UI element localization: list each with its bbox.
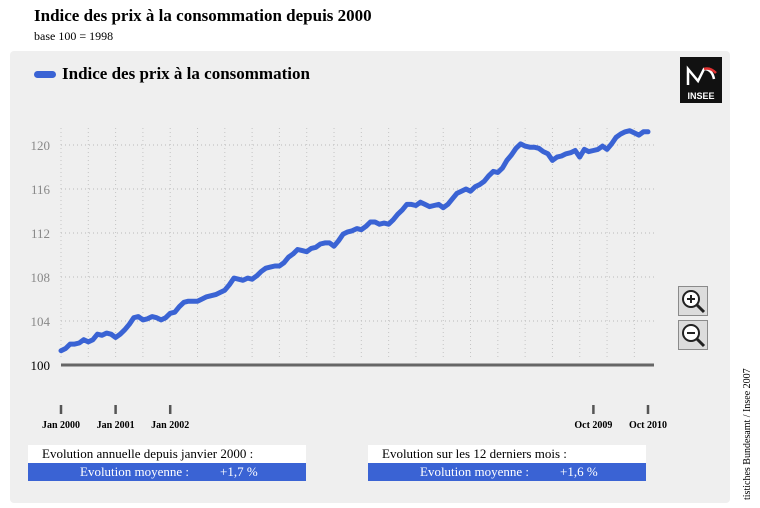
legend-swatch bbox=[34, 70, 56, 78]
zoom-in-icon bbox=[682, 290, 706, 314]
recent-evolution-value: +1,6 % bbox=[560, 464, 598, 479]
recent-evolution-bar: Evolution moyenne : +1,6 % bbox=[368, 463, 646, 481]
grid bbox=[60, 128, 654, 358]
legend[interactable]: Indice des prix à la consommation bbox=[34, 64, 310, 84]
x-tick-label: Oct 2010 bbox=[629, 420, 667, 431]
page-title: Indice des prix à la consommation depuis… bbox=[34, 6, 372, 25]
annual-evolution-box: Evolution annuelle depuis janvier 2000 :… bbox=[28, 445, 306, 481]
annual-evolution-bar: Evolution moyenne : +1,7 % bbox=[28, 463, 306, 481]
zoom-in-button[interactable] bbox=[678, 286, 708, 316]
recent-evolution-key: Evolution moyenne : bbox=[420, 464, 530, 479]
x-tick-label: Jan 2001 bbox=[97, 420, 135, 431]
x-tick-label: Oct 2009 bbox=[574, 420, 612, 431]
insee-logo[interactable]: INSEE bbox=[680, 57, 722, 103]
x-tick-label: Jan 2002 bbox=[151, 420, 189, 431]
logo-mark-icon bbox=[686, 65, 717, 85]
y-tick-label: 112 bbox=[31, 226, 50, 241]
x-tick-label: Jan 2000 bbox=[42, 420, 80, 431]
axes: 100 104 108 112 116 120 Jan 2000 Jan 2001 Jan 20… bbox=[31, 138, 668, 431]
y-tick-label: 100 bbox=[31, 358, 51, 373]
annual-evolution-label: Evolution annuelle depuis janvier 2000 : bbox=[42, 446, 254, 461]
annual-evolution-key: Evolution moyenne : bbox=[80, 464, 190, 479]
recent-evolution-label: Evolution sur les 12 derniers mois : bbox=[382, 446, 567, 461]
logo-text: INSEE bbox=[687, 91, 715, 101]
source-credit: tistiches Bundesamt / Insee 2007 bbox=[742, 368, 753, 500]
annual-evolution-value: +1,7 % bbox=[220, 464, 258, 479]
y-tick-label: 120 bbox=[31, 138, 51, 153]
y-tick-label: 108 bbox=[31, 270, 51, 285]
series-line[interactable] bbox=[58, 128, 651, 354]
zoom-out-button[interactable] bbox=[678, 320, 708, 350]
recent-evolution-box: Evolution sur les 12 derniers mois : Evo… bbox=[368, 445, 646, 481]
series-layer bbox=[58, 128, 651, 354]
page-subtitle: base 100 = 1998 bbox=[34, 29, 114, 43]
zoom-out-icon bbox=[682, 324, 706, 348]
legend-label: Indice des prix à la consommation bbox=[62, 64, 310, 83]
y-tick-label: 104 bbox=[31, 314, 51, 329]
y-tick-label: 116 bbox=[31, 182, 51, 197]
